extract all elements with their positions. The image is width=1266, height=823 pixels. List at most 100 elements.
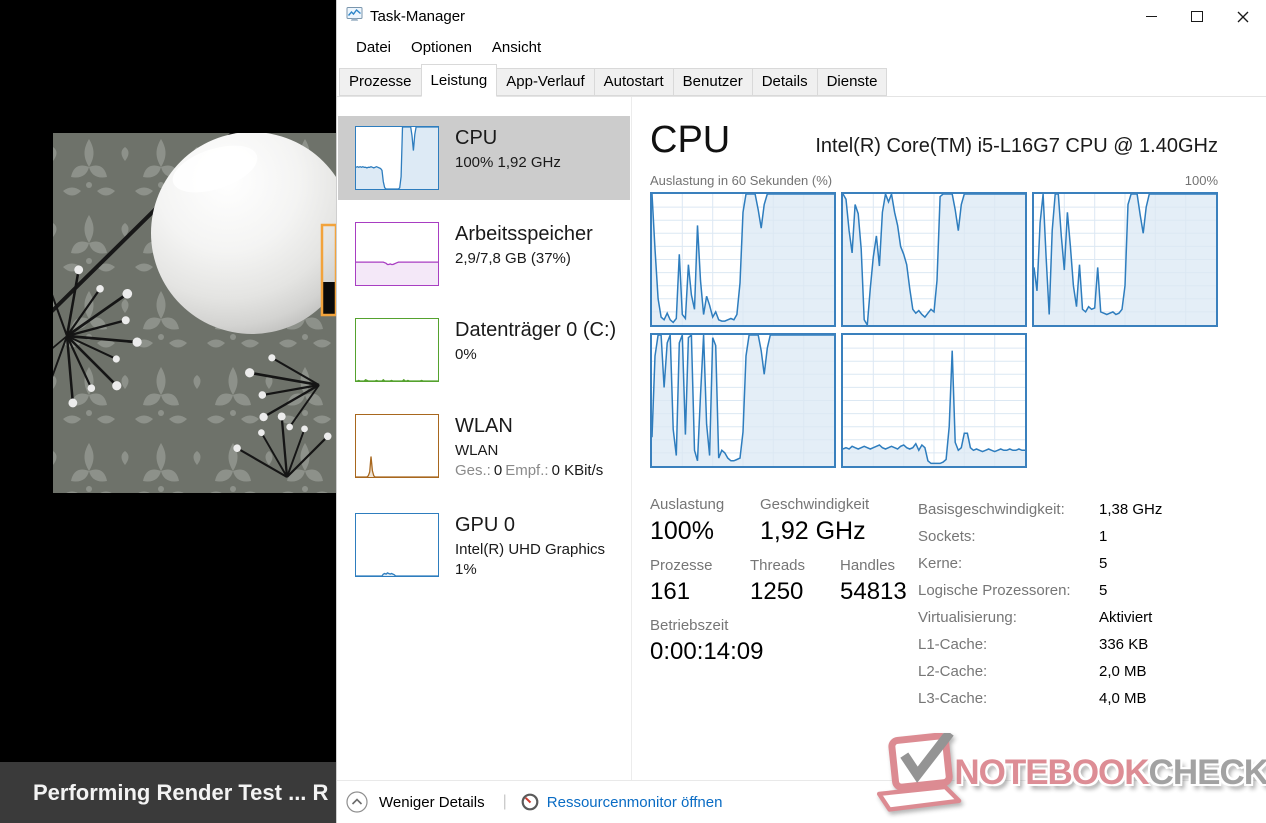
- spec-row: Basisgeschwindigkeit: 1,38 GHz: [918, 501, 1163, 518]
- open-resource-monitor-link[interactable]: Ressourcenmonitor öffnen: [521, 793, 723, 811]
- tab-details[interactable]: Details: [751, 68, 818, 96]
- core-graphs-row-2: [650, 333, 1218, 468]
- menu-optionen[interactable]: Optionen: [411, 39, 472, 56]
- less-details-button[interactable]: Weniger Details: [346, 791, 485, 813]
- menu-bar: Datei Optionen Ansicht: [337, 33, 1266, 62]
- spec-row: Kerne: 5: [918, 555, 1108, 572]
- maximize-button[interactable]: [1174, 0, 1220, 33]
- tab-app-verlauf[interactable]: App-Verlauf: [496, 68, 595, 96]
- core4-graph: [650, 333, 836, 468]
- open-resource-monitor-label: Ressourcenmonitor öffnen: [546, 793, 723, 811]
- stat-geschwindigkeit-label: Geschwindigkeit: [760, 496, 870, 513]
- disk-mini-graph: [355, 318, 439, 382]
- cpu-detail-pane: CPU Intel(R) Core(TM) i5-L16G7 CPU @ 1.4…: [632, 97, 1266, 780]
- notebookcheck-laptop-icon: [877, 733, 962, 812]
- cpu-live-stats: Auslastung 100% Geschwindigkeit 1,92 GHz…: [650, 496, 918, 712]
- memory-mini-graph: [355, 222, 439, 286]
- sidebar-wlan-name: WLAN: [455, 442, 499, 459]
- sidebar-item-memory[interactable]: Arbeitsspeicher 2,9/7,8 GB (37%): [338, 212, 630, 296]
- minimize-button[interactable]: [1128, 0, 1174, 33]
- render-tile-marker: [320, 223, 336, 317]
- tab-leistung[interactable]: Leistung: [420, 64, 498, 97]
- disk-mini-chart: [356, 378, 438, 381]
- cpu-spec-stats: Basisgeschwindigkeit: 1,38 GHz Sockets: 1 …: [918, 496, 1162, 712]
- watermark-check-text: CHECK: [1148, 753, 1266, 792]
- render-status-text: Performing Render Test ... R: [33, 779, 329, 805]
- core-graphs-row-1: [650, 192, 1218, 327]
- cpu-mini-chart: [356, 127, 438, 189]
- close-button[interactable]: [1220, 0, 1266, 33]
- render-scene-graphic: [53, 133, 336, 493]
- stat-threads-value: 1250: [750, 578, 804, 605]
- cinebench-background-window[interactable]: Performing Render Test ... R: [0, 0, 336, 823]
- stat-handles-label: Handles: [840, 557, 896, 574]
- core3-graph: [1032, 192, 1218, 327]
- sidebar-memory-stats: 2,9/7,8 GB (37%): [455, 250, 571, 267]
- tab-dienste[interactable]: Dienste: [816, 68, 888, 96]
- footer-separator: |: [502, 793, 507, 810]
- notebookcheck-watermark: NOTEBOOK CHECK: [872, 733, 1266, 813]
- sidebar-disk-title: Datenträger 0 (C:): [455, 319, 617, 341]
- tab-benutzer[interactable]: Benutzer: [672, 68, 753, 96]
- sidebar-item-cpu[interactable]: CPU 100% 1,92 GHz: [338, 116, 630, 200]
- sidebar-gpu-stats: 1%: [455, 561, 477, 578]
- sidebar-memory-title: Arbeitsspeicher: [455, 223, 593, 245]
- menu-datei[interactable]: Datei: [356, 39, 392, 56]
- tab-autostart[interactable]: Autostart: [593, 68, 674, 96]
- memory-mini-chart: [356, 261, 438, 285]
- stat-betriebszeit-value: 0:00:14:09: [650, 638, 764, 665]
- cpu-heading: CPU: [650, 119, 731, 161]
- gpu-mini-chart: [356, 572, 438, 576]
- sidebar-item-gpu[interactable]: GPU 0 Intel(R) UHD Graphics 1%: [338, 503, 630, 590]
- window-title: Task-Manager: [370, 8, 466, 25]
- menu-ansicht[interactable]: Ansicht: [491, 39, 542, 56]
- sidebar-cpu-stats: 100% 1,92 GHz: [455, 154, 561, 171]
- core5-graph: [841, 333, 1027, 468]
- footer-bar: Weniger Details | Ressourcenmonitor öffn…: [337, 780, 1266, 823]
- minimize-icon: [1145, 16, 1157, 17]
- less-details-label: Weniger Details: [379, 793, 485, 811]
- task-manager-window: Task-Manager Datei Optionen Ansicht Proz…: [336, 0, 1266, 823]
- wlan-mini-graph: [355, 414, 439, 478]
- sidebar-disk-stats: 0%: [455, 346, 477, 363]
- spec-row: Sockets: 1: [918, 528, 1108, 545]
- sidebar-wlan-stats: Ges.: 0 Empf.: 0 KBit/s: [455, 462, 604, 479]
- cpu-model-name: Intel(R) Core(TM) i5-L16G7 CPU @ 1.40GHz: [815, 135, 1218, 157]
- graph-axis-label: Auslastung in 60 Sekunden (%): [650, 173, 833, 188]
- stat-threads-label: Threads: [750, 557, 806, 574]
- spec-row: L1-Cache: 336 KB: [918, 636, 1149, 653]
- spec-row: Logische Prozessoren: 5: [918, 582, 1108, 599]
- title-bar[interactable]: Task-Manager: [337, 0, 1266, 33]
- wlan-mini-chart: [356, 456, 438, 477]
- stat-auslastung-value: 100%: [650, 517, 714, 545]
- cpu-mini-graph: [355, 126, 439, 190]
- spec-row: L2-Cache: 2,0 MB: [918, 663, 1147, 680]
- chevron-up-circle-icon: [346, 791, 368, 813]
- sidebar-item-wlan[interactable]: WLAN WLAN Ges.: 0 Empf.: 0 KBit/s: [338, 404, 630, 491]
- maximize-icon: [1191, 11, 1203, 22]
- stat-prozesse-value: 161: [650, 578, 691, 605]
- render-scene-image: [53, 133, 336, 493]
- tab-prozesse[interactable]: Prozesse: [339, 68, 422, 96]
- stat-geschwindigkeit-value: 1,92 GHz: [760, 517, 866, 545]
- spec-row: L3-Cache: 4,0 MB: [918, 690, 1147, 707]
- stat-betriebszeit-label: Betriebszeit: [650, 617, 729, 634]
- stat-auslastung-label: Auslastung: [650, 496, 725, 513]
- performance-body: CPU 100% 1,92 GHz Arbeitsspeicher 2,9/7,…: [337, 97, 1266, 780]
- performance-sidebar: CPU 100% 1,92 GHz Arbeitsspeicher 2,9/7,…: [337, 97, 632, 780]
- tab-strip: Prozesse Leistung App-Verlauf Autostart …: [337, 62, 1266, 97]
- spec-row: Virtualisierung: Aktiviert: [918, 609, 1153, 626]
- graph-max-label: 100%: [1184, 173, 1218, 188]
- gpu-mini-graph: [355, 513, 439, 577]
- sidebar-wlan-title: WLAN: [455, 415, 513, 437]
- sidebar-item-disk[interactable]: Datenträger 0 (C:) 0%: [338, 308, 630, 392]
- close-icon: [1237, 11, 1249, 22]
- sidebar-gpu-name: Intel(R) UHD Graphics: [455, 541, 606, 558]
- core1-graph: [650, 192, 836, 327]
- sidebar-cpu-title: CPU: [455, 127, 498, 149]
- resource-monitor-gauge-icon: [521, 793, 539, 811]
- render-status-bar: Performing Render Test ... R: [0, 762, 336, 823]
- cpu-statistics: Auslastung 100% Geschwindigkeit 1,92 GHz…: [650, 496, 1266, 712]
- stat-handles-value: 54813: [840, 578, 907, 605]
